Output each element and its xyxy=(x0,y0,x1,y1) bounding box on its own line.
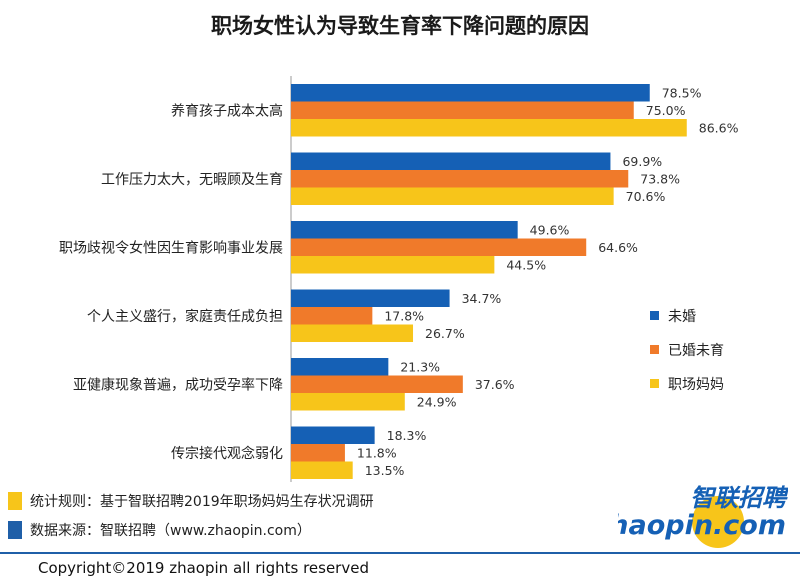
data-label: 21.3% xyxy=(400,360,440,375)
logo-en-text: zhaopin.com xyxy=(618,510,786,541)
legend-swatch xyxy=(650,345,659,354)
bar xyxy=(291,324,414,342)
zhaopin-logo: 智联招聘 zhaopin.com xyxy=(618,484,788,548)
note-yellow-square xyxy=(8,492,22,510)
legend-label: 未婚 xyxy=(668,309,696,325)
data-label: 37.6% xyxy=(475,377,515,392)
category-label: 传宗接代观念弱化 xyxy=(171,445,283,462)
bar xyxy=(291,393,405,411)
bar xyxy=(291,426,375,444)
bar xyxy=(291,152,611,170)
data-label: 69.9% xyxy=(622,154,662,169)
data-label: 78.5% xyxy=(662,86,702,101)
data-label: 34.7% xyxy=(462,291,502,306)
bar xyxy=(291,444,345,462)
bar xyxy=(291,101,634,119)
data-label: 73.8% xyxy=(640,172,680,187)
bar xyxy=(291,84,650,102)
bar xyxy=(291,256,495,274)
bar xyxy=(291,238,587,256)
copyright-text: Copyright©2019 zhaopin all rights reserv… xyxy=(38,559,369,577)
data-label: 18.3% xyxy=(387,428,427,443)
data-label: 64.6% xyxy=(598,240,638,255)
bar xyxy=(291,375,463,393)
bar xyxy=(291,289,450,307)
bar xyxy=(291,307,373,325)
category-label: 工作压力太大，无暇顾及生育 xyxy=(101,172,283,188)
chart-title: 职场女性认为导致生育率下降问题的原因 xyxy=(211,14,589,38)
data-label: 13.5% xyxy=(365,463,405,478)
data-source-note: 数据来源：智联招聘（www.zhaopin.com） xyxy=(8,520,311,540)
bar xyxy=(291,170,629,188)
bar xyxy=(291,461,353,479)
category-label: 个人主义盛行，家庭责任成负担 xyxy=(87,308,283,325)
legend-swatch xyxy=(650,379,659,388)
category-label: 养育孩子成本太高 xyxy=(171,102,283,119)
data-label: 49.6% xyxy=(530,223,570,238)
bar xyxy=(291,358,389,376)
data-label: 17.8% xyxy=(384,309,424,324)
data-label: 11.8% xyxy=(357,446,397,461)
legend-swatch xyxy=(650,311,659,320)
logo-circle xyxy=(692,496,744,548)
data-label: 44.5% xyxy=(506,258,546,273)
category-label: 亚健康现象普遍，成功受孕率下降 xyxy=(73,376,283,393)
legend-label: 职场妈妈 xyxy=(668,377,724,393)
data-label: 70.6% xyxy=(626,189,666,204)
legend-label: 已婚未育 xyxy=(668,343,724,359)
data-label: 26.7% xyxy=(425,326,465,341)
data-label: 86.6% xyxy=(699,121,739,136)
bar xyxy=(291,119,687,137)
bar xyxy=(291,187,614,205)
bar-chart: 养育孩子成本太高 78.5% 75.0% 86.6% 工作压力太大，无暇顾及生育 69.9… xyxy=(59,76,739,482)
bar xyxy=(291,221,518,239)
data-label: 75.0% xyxy=(646,103,686,118)
footer-divider xyxy=(0,552,800,554)
note-blue-square xyxy=(8,521,22,539)
stat-rule-note: 统计规则：基于智联招聘2019年职场妈妈生存状况调研 xyxy=(8,491,374,511)
data-label: 24.9% xyxy=(417,395,457,410)
category-label: 职场歧视令女性因生育影响事业发展 xyxy=(59,239,283,256)
data-source-text: 数据来源：智联招聘（www.zhaopin.com） xyxy=(30,523,311,539)
logo-cn-text: 智联招聘 xyxy=(690,484,788,512)
stat-rule-text: 统计规则：基于智联招聘2019年职场妈妈生存状况调研 xyxy=(30,494,374,510)
